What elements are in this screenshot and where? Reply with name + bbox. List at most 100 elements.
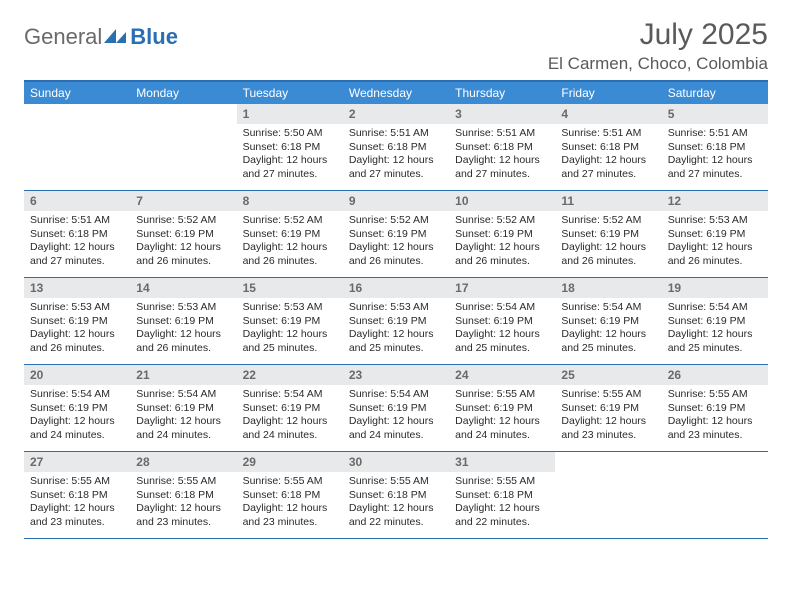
sunset-text: Sunset: 6:19 PM <box>136 315 230 329</box>
day-cell: 16Sunrise: 5:53 AMSunset: 6:19 PMDayligh… <box>343 278 449 364</box>
day-header-sun: Sunday <box>24 82 130 104</box>
day-cell <box>662 452 768 538</box>
sunrise-text: Sunrise: 5:52 AM <box>561 214 655 228</box>
day-body: Sunrise: 5:52 AMSunset: 6:19 PMDaylight:… <box>343 211 449 273</box>
day-body: Sunrise: 5:53 AMSunset: 6:19 PMDaylight:… <box>237 298 343 360</box>
day-cell: 1Sunrise: 5:50 AMSunset: 6:18 PMDaylight… <box>237 104 343 190</box>
day-header-row: Sunday Monday Tuesday Wednesday Thursday… <box>24 82 768 104</box>
day-cell: 21Sunrise: 5:54 AMSunset: 6:19 PMDayligh… <box>130 365 236 451</box>
sunrise-text: Sunrise: 5:55 AM <box>243 475 337 489</box>
day-number: 29 <box>237 452 343 472</box>
daylight-text: Daylight: 12 hours and 23 minutes. <box>668 415 762 442</box>
day-body: Sunrise: 5:55 AMSunset: 6:18 PMDaylight:… <box>130 472 236 534</box>
daylight-text: Daylight: 12 hours and 26 minutes. <box>455 241 549 268</box>
day-number: 18 <box>555 278 661 298</box>
sunset-text: Sunset: 6:19 PM <box>561 228 655 242</box>
daylight-text: Daylight: 12 hours and 22 minutes. <box>349 502 443 529</box>
sunset-text: Sunset: 6:19 PM <box>349 402 443 416</box>
day-body: Sunrise: 5:55 AMSunset: 6:18 PMDaylight:… <box>343 472 449 534</box>
sunset-text: Sunset: 6:19 PM <box>243 228 337 242</box>
daylight-text: Daylight: 12 hours and 24 minutes. <box>455 415 549 442</box>
day-body: Sunrise: 5:54 AMSunset: 6:19 PMDaylight:… <box>237 385 343 447</box>
sunset-text: Sunset: 6:19 PM <box>668 315 762 329</box>
daylight-text: Daylight: 12 hours and 24 minutes. <box>30 415 124 442</box>
day-header-tue: Tuesday <box>237 82 343 104</box>
day-body: Sunrise: 5:51 AMSunset: 6:18 PMDaylight:… <box>343 124 449 186</box>
day-number: 30 <box>343 452 449 472</box>
day-body: Sunrise: 5:54 AMSunset: 6:19 PMDaylight:… <box>555 298 661 360</box>
day-number: 19 <box>662 278 768 298</box>
daylight-text: Daylight: 12 hours and 24 minutes. <box>136 415 230 442</box>
day-cell: 19Sunrise: 5:54 AMSunset: 6:19 PMDayligh… <box>662 278 768 364</box>
day-body: Sunrise: 5:55 AMSunset: 6:18 PMDaylight:… <box>24 472 130 534</box>
sunrise-text: Sunrise: 5:53 AM <box>668 214 762 228</box>
sunset-text: Sunset: 6:19 PM <box>349 228 443 242</box>
daylight-text: Daylight: 12 hours and 26 minutes. <box>136 241 230 268</box>
day-number: 21 <box>130 365 236 385</box>
day-body: Sunrise: 5:51 AMSunset: 6:18 PMDaylight:… <box>662 124 768 186</box>
sunset-text: Sunset: 6:19 PM <box>30 402 124 416</box>
day-number: 28 <box>130 452 236 472</box>
daylight-text: Daylight: 12 hours and 27 minutes. <box>30 241 124 268</box>
day-header-wed: Wednesday <box>343 82 449 104</box>
day-header-fri: Friday <box>555 82 661 104</box>
sunrise-text: Sunrise: 5:54 AM <box>136 388 230 402</box>
day-number: 12 <box>662 191 768 211</box>
daylight-text: Daylight: 12 hours and 23 minutes. <box>561 415 655 442</box>
sunset-text: Sunset: 6:19 PM <box>455 402 549 416</box>
daylight-text: Daylight: 12 hours and 25 minutes. <box>243 328 337 355</box>
daylight-text: Daylight: 12 hours and 26 minutes. <box>349 241 443 268</box>
sunrise-text: Sunrise: 5:55 AM <box>30 475 124 489</box>
logo-word-1: General <box>24 24 102 50</box>
day-cell: 4Sunrise: 5:51 AMSunset: 6:18 PMDaylight… <box>555 104 661 190</box>
daylight-text: Daylight: 12 hours and 27 minutes. <box>349 154 443 181</box>
day-cell: 30Sunrise: 5:55 AMSunset: 6:18 PMDayligh… <box>343 452 449 538</box>
daylight-text: Daylight: 12 hours and 25 minutes. <box>668 328 762 355</box>
day-cell <box>24 104 130 190</box>
day-body: Sunrise: 5:52 AMSunset: 6:19 PMDaylight:… <box>449 211 555 273</box>
day-cell: 5Sunrise: 5:51 AMSunset: 6:18 PMDaylight… <box>662 104 768 190</box>
day-number: 8 <box>237 191 343 211</box>
sunset-text: Sunset: 6:19 PM <box>668 402 762 416</box>
day-cell: 20Sunrise: 5:54 AMSunset: 6:19 PMDayligh… <box>24 365 130 451</box>
day-number: 16 <box>343 278 449 298</box>
day-cell: 24Sunrise: 5:55 AMSunset: 6:19 PMDayligh… <box>449 365 555 451</box>
sunrise-text: Sunrise: 5:51 AM <box>30 214 124 228</box>
day-body: Sunrise: 5:52 AMSunset: 6:19 PMDaylight:… <box>130 211 236 273</box>
sunrise-text: Sunrise: 5:52 AM <box>349 214 443 228</box>
day-cell: 28Sunrise: 5:55 AMSunset: 6:18 PMDayligh… <box>130 452 236 538</box>
sunrise-text: Sunrise: 5:51 AM <box>349 127 443 141</box>
sunset-text: Sunset: 6:19 PM <box>349 315 443 329</box>
day-cell: 8Sunrise: 5:52 AMSunset: 6:19 PMDaylight… <box>237 191 343 277</box>
day-body: Sunrise: 5:52 AMSunset: 6:19 PMDaylight:… <box>237 211 343 273</box>
sunrise-text: Sunrise: 5:55 AM <box>561 388 655 402</box>
sunset-text: Sunset: 6:18 PM <box>561 141 655 155</box>
sunset-text: Sunset: 6:19 PM <box>668 228 762 242</box>
day-number: 24 <box>449 365 555 385</box>
week-row: 13Sunrise: 5:53 AMSunset: 6:19 PMDayligh… <box>24 278 768 365</box>
day-number: 27 <box>24 452 130 472</box>
daylight-text: Daylight: 12 hours and 24 minutes. <box>349 415 443 442</box>
sunrise-text: Sunrise: 5:55 AM <box>136 475 230 489</box>
daylight-text: Daylight: 12 hours and 22 minutes. <box>455 502 549 529</box>
sunrise-text: Sunrise: 5:54 AM <box>30 388 124 402</box>
sunrise-text: Sunrise: 5:55 AM <box>455 475 549 489</box>
day-body: Sunrise: 5:53 AMSunset: 6:19 PMDaylight:… <box>24 298 130 360</box>
day-cell: 23Sunrise: 5:54 AMSunset: 6:19 PMDayligh… <box>343 365 449 451</box>
sunrise-text: Sunrise: 5:51 AM <box>455 127 549 141</box>
day-cell: 11Sunrise: 5:52 AMSunset: 6:19 PMDayligh… <box>555 191 661 277</box>
day-cell <box>555 452 661 538</box>
daylight-text: Daylight: 12 hours and 25 minutes. <box>561 328 655 355</box>
day-cell: 22Sunrise: 5:54 AMSunset: 6:19 PMDayligh… <box>237 365 343 451</box>
title-block: July 2025 El Carmen, Choco, Colombia <box>548 18 768 74</box>
day-body: Sunrise: 5:54 AMSunset: 6:19 PMDaylight:… <box>343 385 449 447</box>
sunset-text: Sunset: 6:18 PM <box>243 141 337 155</box>
sunrise-text: Sunrise: 5:52 AM <box>455 214 549 228</box>
daylight-text: Daylight: 12 hours and 26 minutes. <box>243 241 337 268</box>
sunrise-text: Sunrise: 5:53 AM <box>349 301 443 315</box>
day-body: Sunrise: 5:54 AMSunset: 6:19 PMDaylight:… <box>130 385 236 447</box>
sunrise-text: Sunrise: 5:55 AM <box>349 475 443 489</box>
day-body: Sunrise: 5:53 AMSunset: 6:19 PMDaylight:… <box>662 211 768 273</box>
day-body: Sunrise: 5:55 AMSunset: 6:18 PMDaylight:… <box>449 472 555 534</box>
sunset-text: Sunset: 6:19 PM <box>136 228 230 242</box>
